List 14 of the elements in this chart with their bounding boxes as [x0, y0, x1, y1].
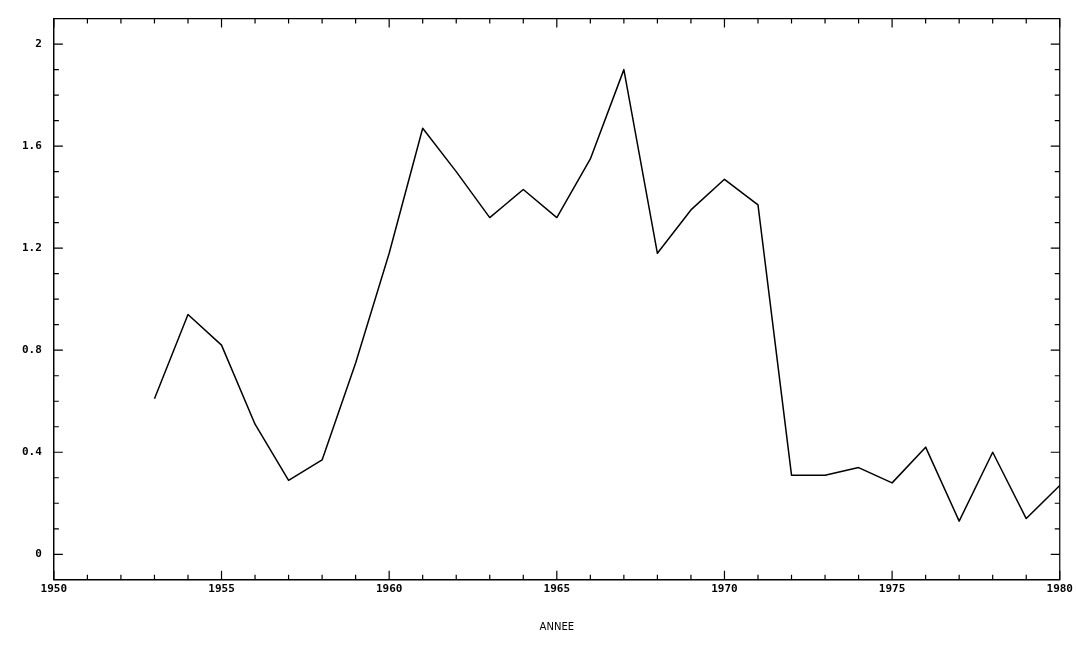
x-axis-title: ANNEE	[539, 620, 575, 632]
x-tick-label: 1975	[878, 582, 906, 596]
y-tick-label: 1.6	[21, 139, 43, 152]
y-tick-label: 0.4	[21, 445, 43, 459]
x-tick-label: 1980	[1046, 582, 1073, 596]
y-tick-label: 0.8	[21, 343, 42, 357]
y-tick-label: 2	[35, 36, 42, 50]
x-tick-label: 1960	[375, 582, 403, 596]
y-tick-label: 0	[35, 547, 42, 561]
y-tick-label: 1.2	[21, 241, 42, 255]
x-tick-label: 1970	[711, 582, 738, 596]
x-tick-label: 1955	[208, 582, 235, 596]
x-tick-label: 1950	[40, 582, 68, 596]
x-tick-label: 1965	[543, 582, 571, 596]
